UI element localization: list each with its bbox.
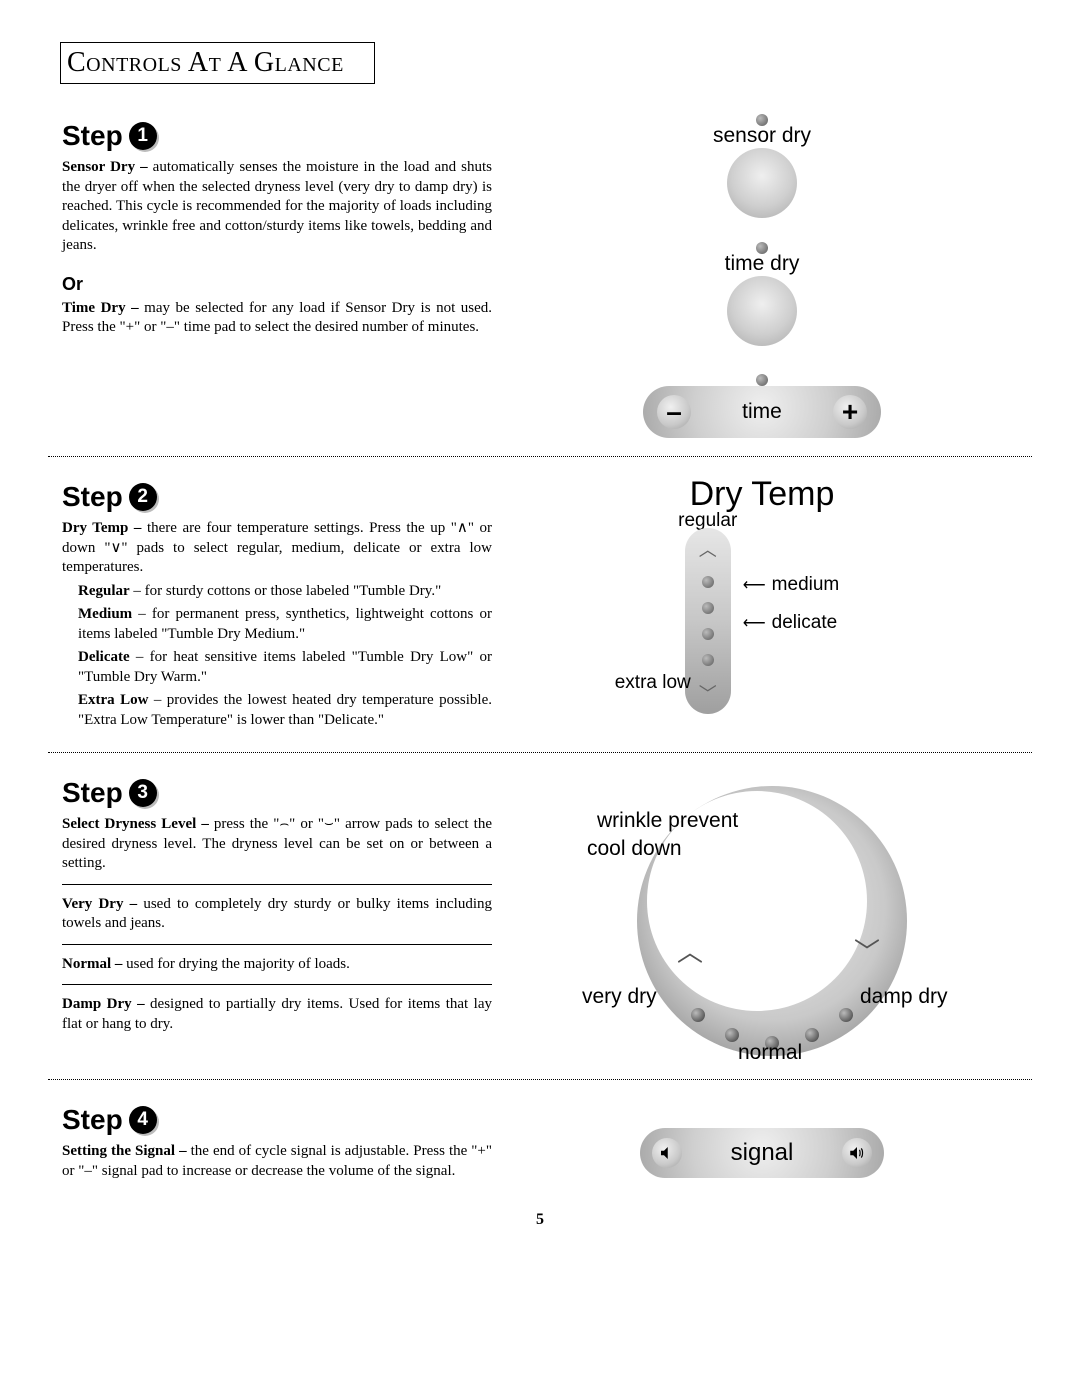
temp-selector[interactable]: ︿ ﹀ bbox=[685, 528, 731, 714]
signal-pad[interactable]: signal bbox=[640, 1128, 884, 1178]
time-dry-button-label: time dry bbox=[725, 252, 800, 276]
signal-plus-button[interactable] bbox=[842, 1138, 872, 1168]
temp-dot-regular bbox=[702, 576, 714, 588]
step-word: Step bbox=[62, 777, 123, 809]
minus-icon: – bbox=[666, 398, 682, 426]
divider bbox=[48, 456, 1032, 457]
arrow-icon: ⟵ bbox=[743, 575, 766, 595]
damp-dry-mark: damp dry bbox=[860, 985, 948, 1008]
signal-text: signal bbox=[731, 1139, 794, 1167]
divider bbox=[48, 752, 1032, 753]
regular-text: – for sturdy cottons or those labeled "T… bbox=[130, 583, 442, 599]
step-word: Step bbox=[62, 1104, 123, 1136]
time-minus-button[interactable]: – bbox=[657, 395, 691, 429]
or-label: Or bbox=[62, 274, 492, 295]
time-label: time bbox=[742, 400, 782, 424]
page-title: Controls At A Glance bbox=[60, 42, 375, 84]
delicate-label: Delicate bbox=[78, 649, 130, 665]
medium-label: Medium bbox=[78, 606, 132, 622]
very-dry-label: Very Dry – bbox=[62, 896, 143, 912]
time-dry-button[interactable] bbox=[727, 276, 797, 346]
delicate-desc: Delicate – for heat sensitive items labe… bbox=[78, 648, 492, 687]
medium-desc: Medium – for permanent press, synthetics… bbox=[78, 605, 492, 644]
step4-text: Setting the Signal – the end of cycle si… bbox=[62, 1142, 492, 1181]
medium-mark: medium bbox=[772, 574, 840, 596]
step-2-row: Step 2 Dry Temp – there are four tempera… bbox=[48, 475, 1032, 734]
time-adjust-pad[interactable]: – time + bbox=[643, 386, 881, 438]
step-badge-3: 3 bbox=[129, 779, 157, 807]
step2-intro: Dry Temp – there are four temperature se… bbox=[62, 519, 492, 578]
step-word: Step bbox=[62, 481, 123, 513]
delicate-mark: delicate bbox=[772, 612, 838, 634]
time-plus-button[interactable]: + bbox=[833, 395, 867, 429]
select-dryness-label: Select Dryness Level – bbox=[62, 816, 214, 832]
step-word: Step bbox=[62, 120, 123, 152]
damp-dry-label: Damp Dry – bbox=[62, 996, 150, 1012]
speaker-high-icon bbox=[848, 1144, 866, 1162]
extralow-label: Extra Low bbox=[78, 692, 148, 708]
rule bbox=[62, 984, 492, 985]
normal-text: used for drying the majority of loads. bbox=[126, 956, 350, 972]
delicate-text: – for heat sensitive items labeled "Tumb… bbox=[78, 649, 492, 685]
sensor-dry-button[interactable] bbox=[727, 148, 797, 218]
step-4-row: Step 4 Setting the Signal – the end of c… bbox=[48, 1098, 1032, 1185]
step-badge-2: 2 bbox=[129, 483, 157, 511]
time-dry-label: Time Dry – bbox=[62, 300, 144, 316]
step1-sensor-dry-text: Sensor Dry – automatically senses the mo… bbox=[62, 158, 492, 256]
normal-desc: Normal – used for drying the majority of… bbox=[62, 955, 492, 975]
extralow-mark: extra low bbox=[615, 672, 691, 694]
dry-temp-title: Dry Temp bbox=[690, 475, 835, 514]
temp-dot-medium bbox=[702, 602, 714, 614]
step-badge-1: 1 bbox=[129, 122, 157, 150]
step-3-row: Step 3 Select Dryness Level – press the … bbox=[48, 771, 1032, 1061]
signal-minus-button[interactable] bbox=[652, 1138, 682, 1168]
wrinkle-prevent-label: wrinkle prevent bbox=[596, 809, 738, 832]
plus-icon: + bbox=[842, 398, 858, 426]
regular-label: Regular bbox=[78, 583, 130, 599]
svg-text:︿: ︿ bbox=[677, 937, 703, 967]
divider bbox=[48, 1079, 1032, 1080]
step-3-heading: Step 3 bbox=[62, 777, 492, 809]
step-2-heading: Step 2 bbox=[62, 481, 492, 513]
temp-dot-extralow bbox=[702, 654, 714, 666]
normal-label: Normal – bbox=[62, 956, 126, 972]
rule bbox=[62, 944, 492, 945]
step-1-heading: Step 1 bbox=[62, 120, 492, 152]
indicator-dot bbox=[756, 374, 768, 386]
step1-time-dry-text: Time Dry – may be selected for any load … bbox=[62, 299, 492, 338]
arrow-icon: ⟵ bbox=[743, 613, 766, 633]
sensor-dry-button-label: sensor dry bbox=[713, 124, 811, 148]
step-badge-4: 4 bbox=[129, 1106, 157, 1134]
extralow-desc: Extra Low – provides the lowest heated d… bbox=[78, 691, 492, 730]
page-number: 5 bbox=[48, 1211, 1032, 1229]
signal-label: Setting the Signal – bbox=[62, 1143, 191, 1159]
medium-text: – for permanent press, synthetics, light… bbox=[78, 606, 492, 642]
damp-dry-desc: Damp Dry – designed to partially dry ite… bbox=[62, 995, 492, 1034]
step-1-row: Step 1 Sensor Dry – automatically senses… bbox=[48, 114, 1032, 438]
regular-desc: Regular – for sturdy cottons or those la… bbox=[78, 582, 492, 602]
dryness-dial[interactable]: ︿ ﹀ wrinkle prevent cool down very dry d… bbox=[522, 771, 962, 1061]
chevron-up-icon: ︿ bbox=[699, 536, 717, 562]
chevron-down-icon: ﹀ bbox=[699, 680, 717, 706]
cool-down-label: cool down bbox=[587, 837, 682, 860]
rule bbox=[62, 884, 492, 885]
step-4-heading: Step 4 bbox=[62, 1104, 492, 1136]
step3-intro: Select Dryness Level – press the "⌢" or … bbox=[62, 815, 492, 874]
temp-dot-delicate bbox=[702, 628, 714, 640]
very-dry-desc: Very Dry – used to completely dry sturdy… bbox=[62, 895, 492, 934]
svg-text:﹀: ﹀ bbox=[854, 937, 880, 967]
very-dry-mark: very dry bbox=[582, 985, 657, 1008]
sensor-dry-label: Sensor Dry – bbox=[62, 159, 153, 175]
dry-temp-label: Dry Temp – bbox=[62, 520, 147, 536]
speaker-low-icon bbox=[658, 1144, 676, 1162]
normal-mark: normal bbox=[738, 1041, 802, 1061]
